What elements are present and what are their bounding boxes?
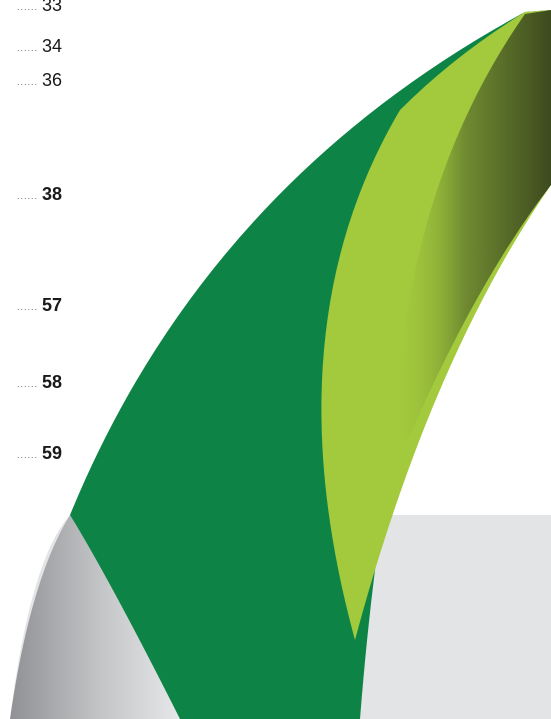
toc-page-number: 36	[41, 70, 62, 90]
toc-leader-dots: ......	[16, 450, 38, 460]
toc-page-number: 38	[41, 184, 62, 204]
toc-leader-dots: ......	[16, 77, 38, 87]
toc-entry[interactable]: ...... 59	[0, 438, 62, 462]
toc-page-number: 58	[41, 372, 62, 392]
toc-page-number: 33	[41, 0, 62, 15]
toc-leader-dots: ......	[16, 302, 38, 312]
toc-leader-dots: ......	[16, 191, 38, 201]
toc-page-number: 57	[41, 295, 62, 315]
toc-entry[interactable]: ...... 38	[0, 179, 62, 203]
toc-entry[interactable]: ...... 36	[0, 65, 62, 89]
toc-leader-dots: ......	[16, 2, 38, 12]
olive-shaded-swoosh	[395, 10, 551, 470]
toc-page-number: 34	[41, 36, 62, 56]
toc-leader-dots: ......	[16, 43, 38, 53]
toc-entry[interactable]: ...... 58	[0, 367, 62, 391]
grey-swoosh	[10, 515, 180, 719]
toc-page-number: 59	[41, 443, 62, 463]
toc-entry[interactable]: ...... 57	[0, 290, 62, 314]
toc-entry[interactable]: ...... 33	[0, 0, 62, 14]
toc-leader-dots: ......	[16, 379, 38, 389]
toc-entry[interactable]: ...... 34	[0, 31, 62, 55]
